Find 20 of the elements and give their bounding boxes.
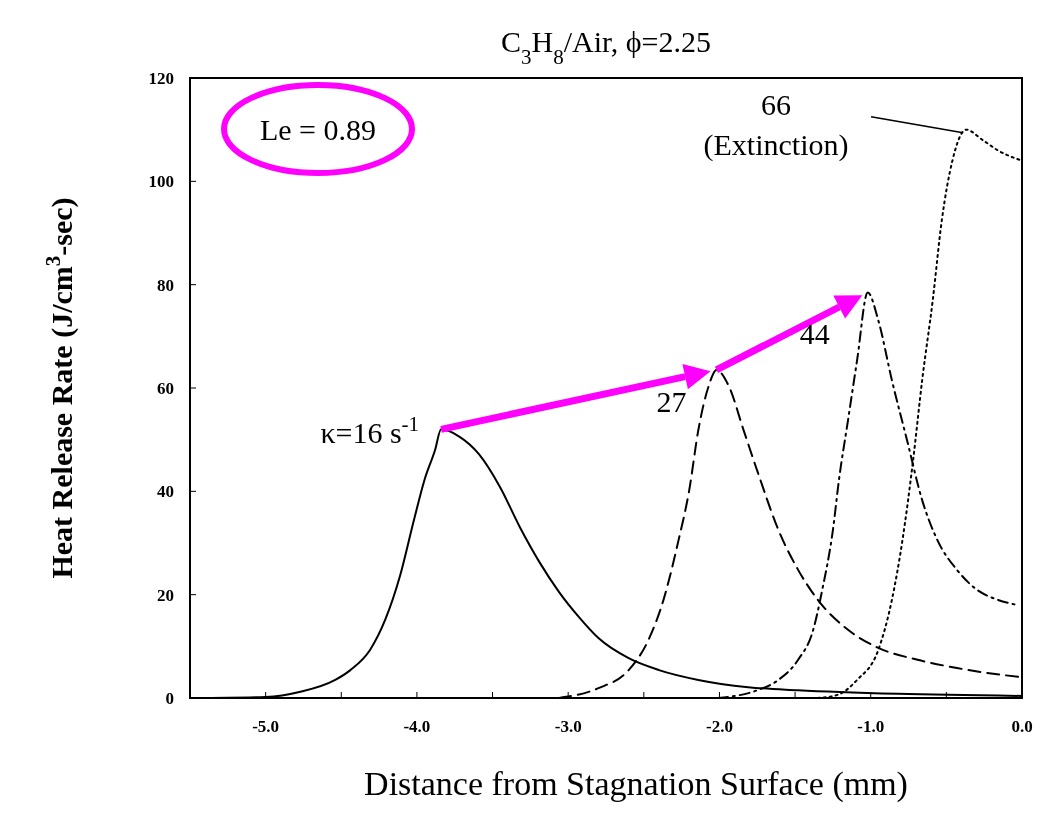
y-tick-label: 120 (148, 69, 174, 88)
x-tick-label: -4.0 (403, 717, 431, 736)
annotation: 66 (Extinction) (703, 87, 849, 162)
y-tick-label: 20 (157, 585, 174, 605)
y-tick-label: 100 (148, 172, 174, 192)
chart-title: C$_{3}$H$_{8}$/Air, ϕ=2.25 (500, 25, 712, 69)
x-tick-label: -5.0 (252, 717, 280, 736)
x-tick-label: 0.0 (1011, 717, 1033, 736)
y-tick-label: 80 (157, 275, 174, 295)
x-tick-label: -3.0 (554, 717, 582, 736)
x-tick-label: -1.0 (857, 717, 885, 736)
annotation: 27 (656, 384, 687, 418)
y-tick-label: 40 (157, 482, 174, 502)
y-tick-label: 60 (157, 379, 174, 398)
y-tick-label: 0 (165, 689, 174, 708)
x-axis-title: Distance from Stagnation Surface (mm) (364, 765, 908, 803)
annotation: κ=16 s$^{-1}$ (320, 412, 420, 450)
annotation: Le = 0.89 (259, 113, 377, 146)
x-tick-label: -2.0 (705, 717, 733, 736)
annotation: 44 (799, 317, 830, 351)
